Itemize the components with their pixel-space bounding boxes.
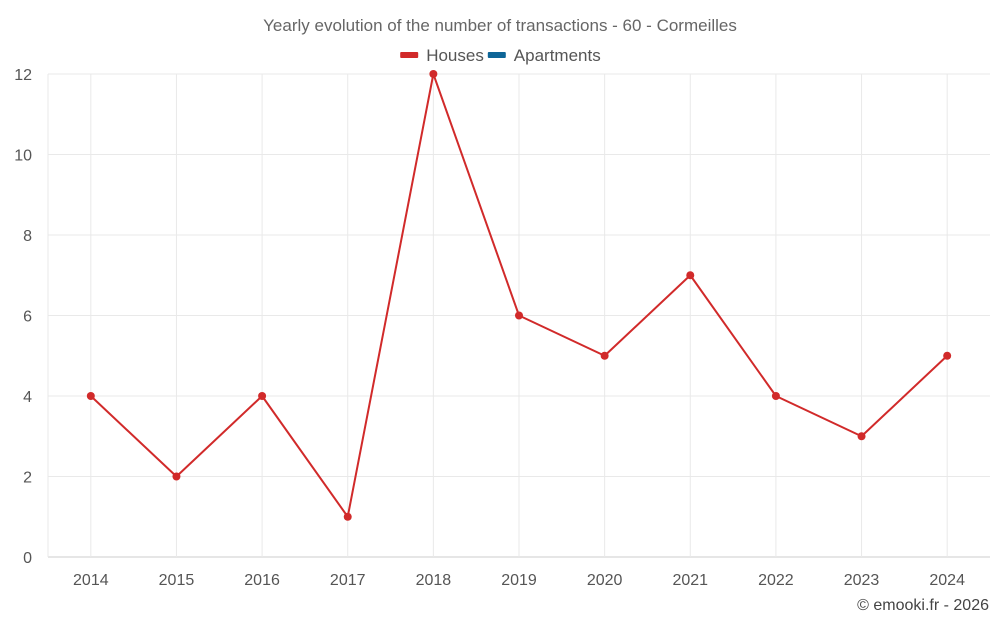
y-tick-label: 10 <box>14 148 32 165</box>
x-tick-label: 2017 <box>330 572 366 589</box>
x-tick-label: 2019 <box>501 572 537 589</box>
x-tick-label: 2021 <box>672 572 708 589</box>
legend-label-apartments[interactable]: Apartments <box>514 46 601 65</box>
data-point-2019[interactable] <box>515 311 523 320</box>
data-point-2023[interactable] <box>857 432 866 441</box>
legend-swatch-houses[interactable] <box>400 52 419 58</box>
x-tick-label: 2016 <box>244 572 280 589</box>
x-tick-label: 2024 <box>929 572 965 589</box>
credit-text: © emooki.fr - 2026 <box>857 597 989 614</box>
data-point-2022[interactable] <box>771 392 780 400</box>
legend-swatch-apartments[interactable] <box>487 52 506 58</box>
data-point-2020[interactable] <box>600 351 609 360</box>
x-tick-label: 2015 <box>159 572 195 589</box>
data-point-2021[interactable] <box>686 271 695 280</box>
series-layer <box>86 70 952 521</box>
data-point-2016[interactable] <box>258 392 267 400</box>
data-point-2015[interactable] <box>172 472 181 481</box>
x-tick-label: 2022 <box>758 572 794 589</box>
y-tick-label: 6 <box>23 309 32 326</box>
y-axis: 0 2 4 6 8 10 12 <box>14 67 32 567</box>
data-point-2014[interactable] <box>86 392 95 400</box>
x-tick-label: 2014 <box>73 572 109 589</box>
legend-label-houses[interactable]: Houses <box>426 46 484 65</box>
data-point-2024[interactable] <box>943 351 952 360</box>
y-tick-label: 2 <box>23 470 32 487</box>
chart-title: Yearly evolution of the number of transa… <box>263 16 737 35</box>
y-tick-label: 8 <box>23 228 32 245</box>
y-tick-label: 0 <box>23 550 32 567</box>
x-axis: 2014 2015 2016 2017 2018 2019 2020 2021 2022 2023… <box>73 572 965 589</box>
x-tick-label: 2020 <box>587 572 623 589</box>
data-point-2018[interactable] <box>429 70 438 78</box>
x-tick-label: 2023 <box>844 572 880 589</box>
x-tick-label: 2018 <box>416 572 452 589</box>
y-tick-label: 12 <box>14 67 32 84</box>
y-tick-label: 4 <box>23 389 32 406</box>
legend: Houses Apartments <box>400 46 601 65</box>
data-point-2017[interactable] <box>343 512 352 521</box>
